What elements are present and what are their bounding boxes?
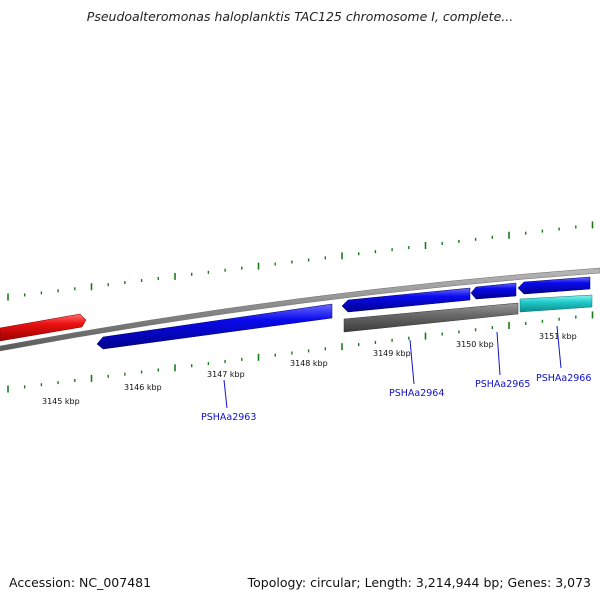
ruler-label: 3146 kbp [124, 383, 162, 392]
accession-text: Accession: NC_007481 [9, 575, 152, 590]
locus-labels: PSHAa2963 PSHAa2964 PSHAa2965 PSHAa2966 [201, 373, 591, 423]
gene-arrow-red[interactable] [0, 313, 87, 342]
leader-line-psha2964 [409, 339, 415, 385]
ruler-label: 3149 kbp [373, 349, 411, 358]
gene-block-cyan[interactable] [519, 294, 593, 313]
gene-block-gray[interactable] [343, 302, 519, 333]
locus-label-psha2963[interactable]: PSHAa2963 [201, 412, 256, 423]
locus-label-psha2965[interactable]: PSHAa2965 [475, 379, 530, 390]
gene-arrow-psha2964[interactable] [341, 287, 471, 313]
ruler-label: 3147 kbp [207, 370, 245, 379]
gene-tracks [0, 276, 593, 350]
ruler-label: 3150 kbp [456, 340, 494, 349]
gene-arrow-psha2966[interactable] [517, 276, 591, 295]
locus-label-psha2966[interactable]: PSHAa2966 [536, 373, 591, 384]
leader-line-psha2965 [496, 331, 501, 376]
map-title: Pseudoalteromonas haloplanktis TAC125 ch… [86, 9, 514, 24]
locus-label-psha2964[interactable]: PSHAa2964 [389, 388, 444, 399]
gc-skew-ticks-upper [7, 221, 594, 301]
gene-arrow-psha2965[interactable] [470, 282, 517, 300]
genome-summary-text: Topology: circular; Length: 3,214,944 bp… [247, 575, 591, 590]
scale-ticks-lower [7, 311, 594, 393]
ruler-label: 3148 kbp [290, 359, 328, 368]
leader-line-psha2963 [223, 379, 228, 409]
ruler-label: 3145 kbp [42, 397, 80, 406]
leader-line-psha2966 [556, 325, 562, 369]
locus-leaders [223, 325, 562, 409]
chromosome-backbone [0, 267, 600, 352]
gene-arrow-psha2963[interactable] [96, 303, 333, 350]
